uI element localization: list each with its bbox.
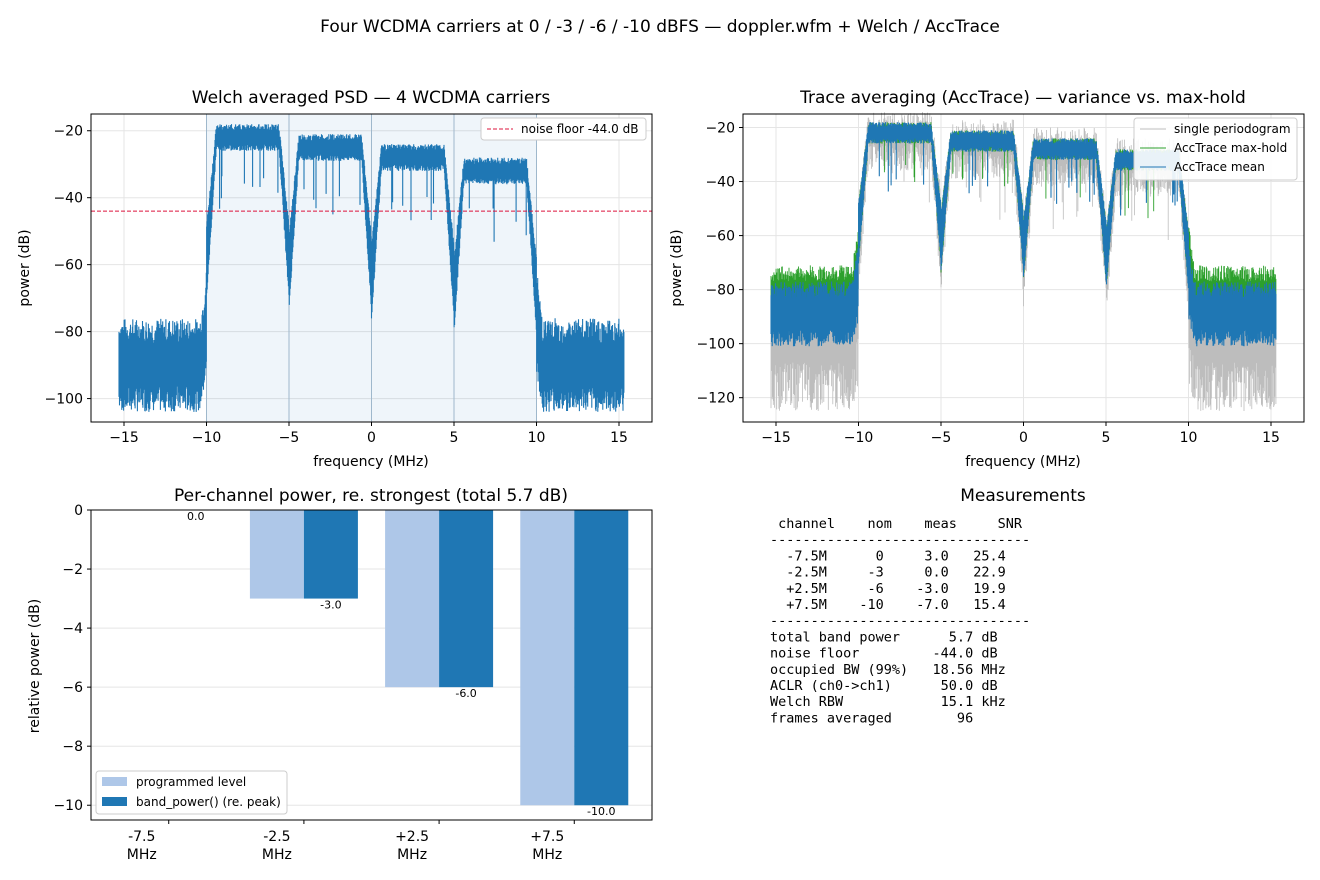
bar-data-label: -3.0	[320, 599, 341, 612]
bar-programmed	[249, 510, 304, 599]
channel-power-ytick-label: −2	[62, 562, 83, 578]
acctrace-xlabel: frequency (MHz)	[965, 454, 1081, 470]
welch-psd-panel: Welch averaged PSD — 4 WCDMA carriers −1…	[17, 88, 653, 470]
channel-power-xtick-label: +7.5	[530, 829, 564, 845]
legend-swatch-bandpower	[102, 797, 127, 806]
measurements-title: Measurements	[960, 486, 1086, 506]
measurement-line: +2.5M -6 -3.0 19.9	[770, 581, 1006, 597]
acctrace-xtick-label: 10	[1180, 430, 1198, 446]
acctrace-title: Trace averaging (AccTrace) — variance vs…	[799, 88, 1246, 108]
bar-data-label: 0.0	[187, 510, 205, 523]
channel-power-xtick-label: -7.5	[128, 829, 155, 845]
welch-ytick-label: −100	[45, 392, 83, 408]
measurement-line: channel nom meas SNR	[770, 516, 1023, 532]
welch-ytick-label: −80	[53, 325, 83, 341]
welch-legend-noise-label: noise floor -44.0 dB	[521, 122, 638, 136]
welch-xtick-label: 10	[528, 430, 546, 446]
acctrace-legend: single periodogram AccTrace max-hold Acc…	[1133, 117, 1298, 181]
legend-label-programmed: programmed level	[136, 775, 246, 789]
acctrace-ylabel: power (dB)	[669, 229, 685, 306]
measurements-panel: Measurements channel nom meas SNR-------…	[770, 486, 1086, 726]
bar-band-power	[303, 510, 358, 599]
welch-xtick-label: 15	[610, 430, 628, 446]
legend-label-mean: AccTrace mean	[1174, 160, 1265, 174]
welch-xtick-label: −10	[192, 430, 222, 446]
measurement-line: noise floor -44.0 dB	[770, 646, 998, 662]
channel-power-legend-box	[95, 770, 288, 815]
measurement-line: -7.5M 0 3.0 25.4	[770, 548, 1006, 564]
acctrace-panel: Trace averaging (AccTrace) — variance vs…	[669, 88, 1305, 470]
channel-power-xtick-label: +2.5	[395, 829, 429, 845]
acctrace-ytick-label: −80	[705, 283, 735, 299]
measurement-line: total band power 5.7 dB	[770, 629, 998, 645]
channel-power-ytick-label: −6	[62, 680, 83, 696]
acctrace-legend-box	[1133, 117, 1298, 181]
measurement-line: --------------------------------	[770, 613, 1030, 629]
welch-ytick-label: −20	[53, 124, 83, 140]
figure-suptitle: Four WCDMA carriers at 0 / -3 / -6 / -10…	[320, 17, 1000, 37]
acctrace-ytick-label: −20	[705, 121, 735, 137]
legend-label-single: single periodogram	[1174, 122, 1291, 136]
channel-power-xtick-label: MHz	[127, 847, 157, 863]
channel-power-xtick-label: MHz	[532, 847, 562, 863]
welch-xtick-label: 0	[367, 430, 376, 446]
acctrace-xtick-label: −5	[931, 430, 952, 446]
bar-programmed	[520, 510, 575, 806]
acctrace-ytick-label: −120	[697, 391, 735, 407]
channel-power-axes-frame	[90, 509, 653, 821]
welch-ylabel: power (dB)	[17, 229, 33, 306]
welch-ticks: −15 −10 −5 0 5 10 15 −20 −40 −60 −80 −100	[45, 124, 628, 446]
bar-band-power	[439, 510, 494, 688]
channel-power-bars: 0.0 -3.0 -6.0 -10.0	[187, 510, 629, 818]
channel-power-panel: Per-channel power, re. strongest (total …	[27, 486, 653, 863]
welch-xtick-label: −15	[109, 430, 139, 446]
bar-data-label: -6.0	[455, 687, 476, 700]
acctrace-ytick-label: −60	[705, 229, 735, 245]
channel-power-legend: programmed level band_power() (re. peak)	[95, 770, 288, 815]
welch-ytick-label: −60	[53, 258, 83, 274]
measurement-line: -2.5M -3 0.0 22.9	[770, 565, 1006, 581]
welch-xlabel: frequency (MHz)	[313, 454, 429, 470]
channel-power-ytick-label: −8	[62, 739, 83, 755]
welch-xtick-label: −5	[279, 430, 300, 446]
channel-power-ytick-label: −4	[62, 621, 83, 637]
channel-power-xtick-label: MHz	[262, 847, 292, 863]
measurement-line: ACLR (ch0->ch1) 50.0 dB	[770, 678, 998, 694]
acctrace-ytick-label: −100	[697, 337, 735, 353]
channel-power-ytick-label: 0	[74, 503, 83, 519]
measurements-table: channel nom meas SNR--------------------…	[770, 516, 1030, 726]
measurement-line: occupied BW (99%) 18.56 MHz	[770, 662, 1006, 678]
acctrace-xtick-label: −10	[844, 430, 874, 446]
welch-title: Welch averaged PSD — 4 WCDMA carriers	[192, 88, 551, 108]
legend-label-bandpower: band_power() (re. peak)	[136, 795, 281, 809]
welch-xtick-label: 5	[450, 430, 459, 446]
channel-power-xtick-label: -2.5	[263, 829, 290, 845]
welch-psd-line	[118, 124, 625, 412]
acctrace-ytick-label: −40	[705, 175, 735, 191]
welch-legend-box	[480, 117, 647, 141]
acctrace-xtick-label: −15	[761, 430, 791, 446]
bar-band-power	[574, 510, 629, 806]
acctrace-xtick-label: 5	[1102, 430, 1111, 446]
acctrace-xtick-label: 15	[1262, 430, 1280, 446]
legend-label-maxhold: AccTrace max-hold	[1174, 141, 1287, 155]
welch-legend: noise floor -44.0 dB	[480, 117, 647, 141]
measurement-line: --------------------------------	[770, 532, 1030, 548]
channel-power-ylabel: relative power (dB)	[27, 599, 43, 733]
measurement-line: +7.5M -10 -7.0 15.4	[770, 597, 1006, 613]
bar-programmed	[385, 510, 440, 688]
acctrace-xtick-label: 0	[1019, 430, 1028, 446]
acctrace-ticks: −15 −10 −5 0 5 10 15 −20 −40 −60 −80 −100 −120	[697, 121, 1280, 446]
welch-trace	[91, 124, 652, 412]
channel-power-title: Per-channel power, re. strongest (total …	[174, 486, 568, 506]
channel-power-ticks: 0 −2 −4 −6 −8 −10 -7.5 MHz -2.5 MHz +2.5 MHz +7.5 MHz	[53, 503, 575, 863]
channel-power-ytick-label: −10	[53, 798, 83, 814]
legend-swatch-programmed	[102, 777, 127, 786]
channel-power-xtick-label: MHz	[397, 847, 427, 863]
bar-data-label: -10.0	[587, 805, 615, 818]
welch-ytick-label: −40	[53, 191, 83, 207]
measurement-line: Welch RBW 15.1 kHz	[770, 694, 1006, 710]
measurement-line: frames averaged 96	[770, 710, 973, 726]
